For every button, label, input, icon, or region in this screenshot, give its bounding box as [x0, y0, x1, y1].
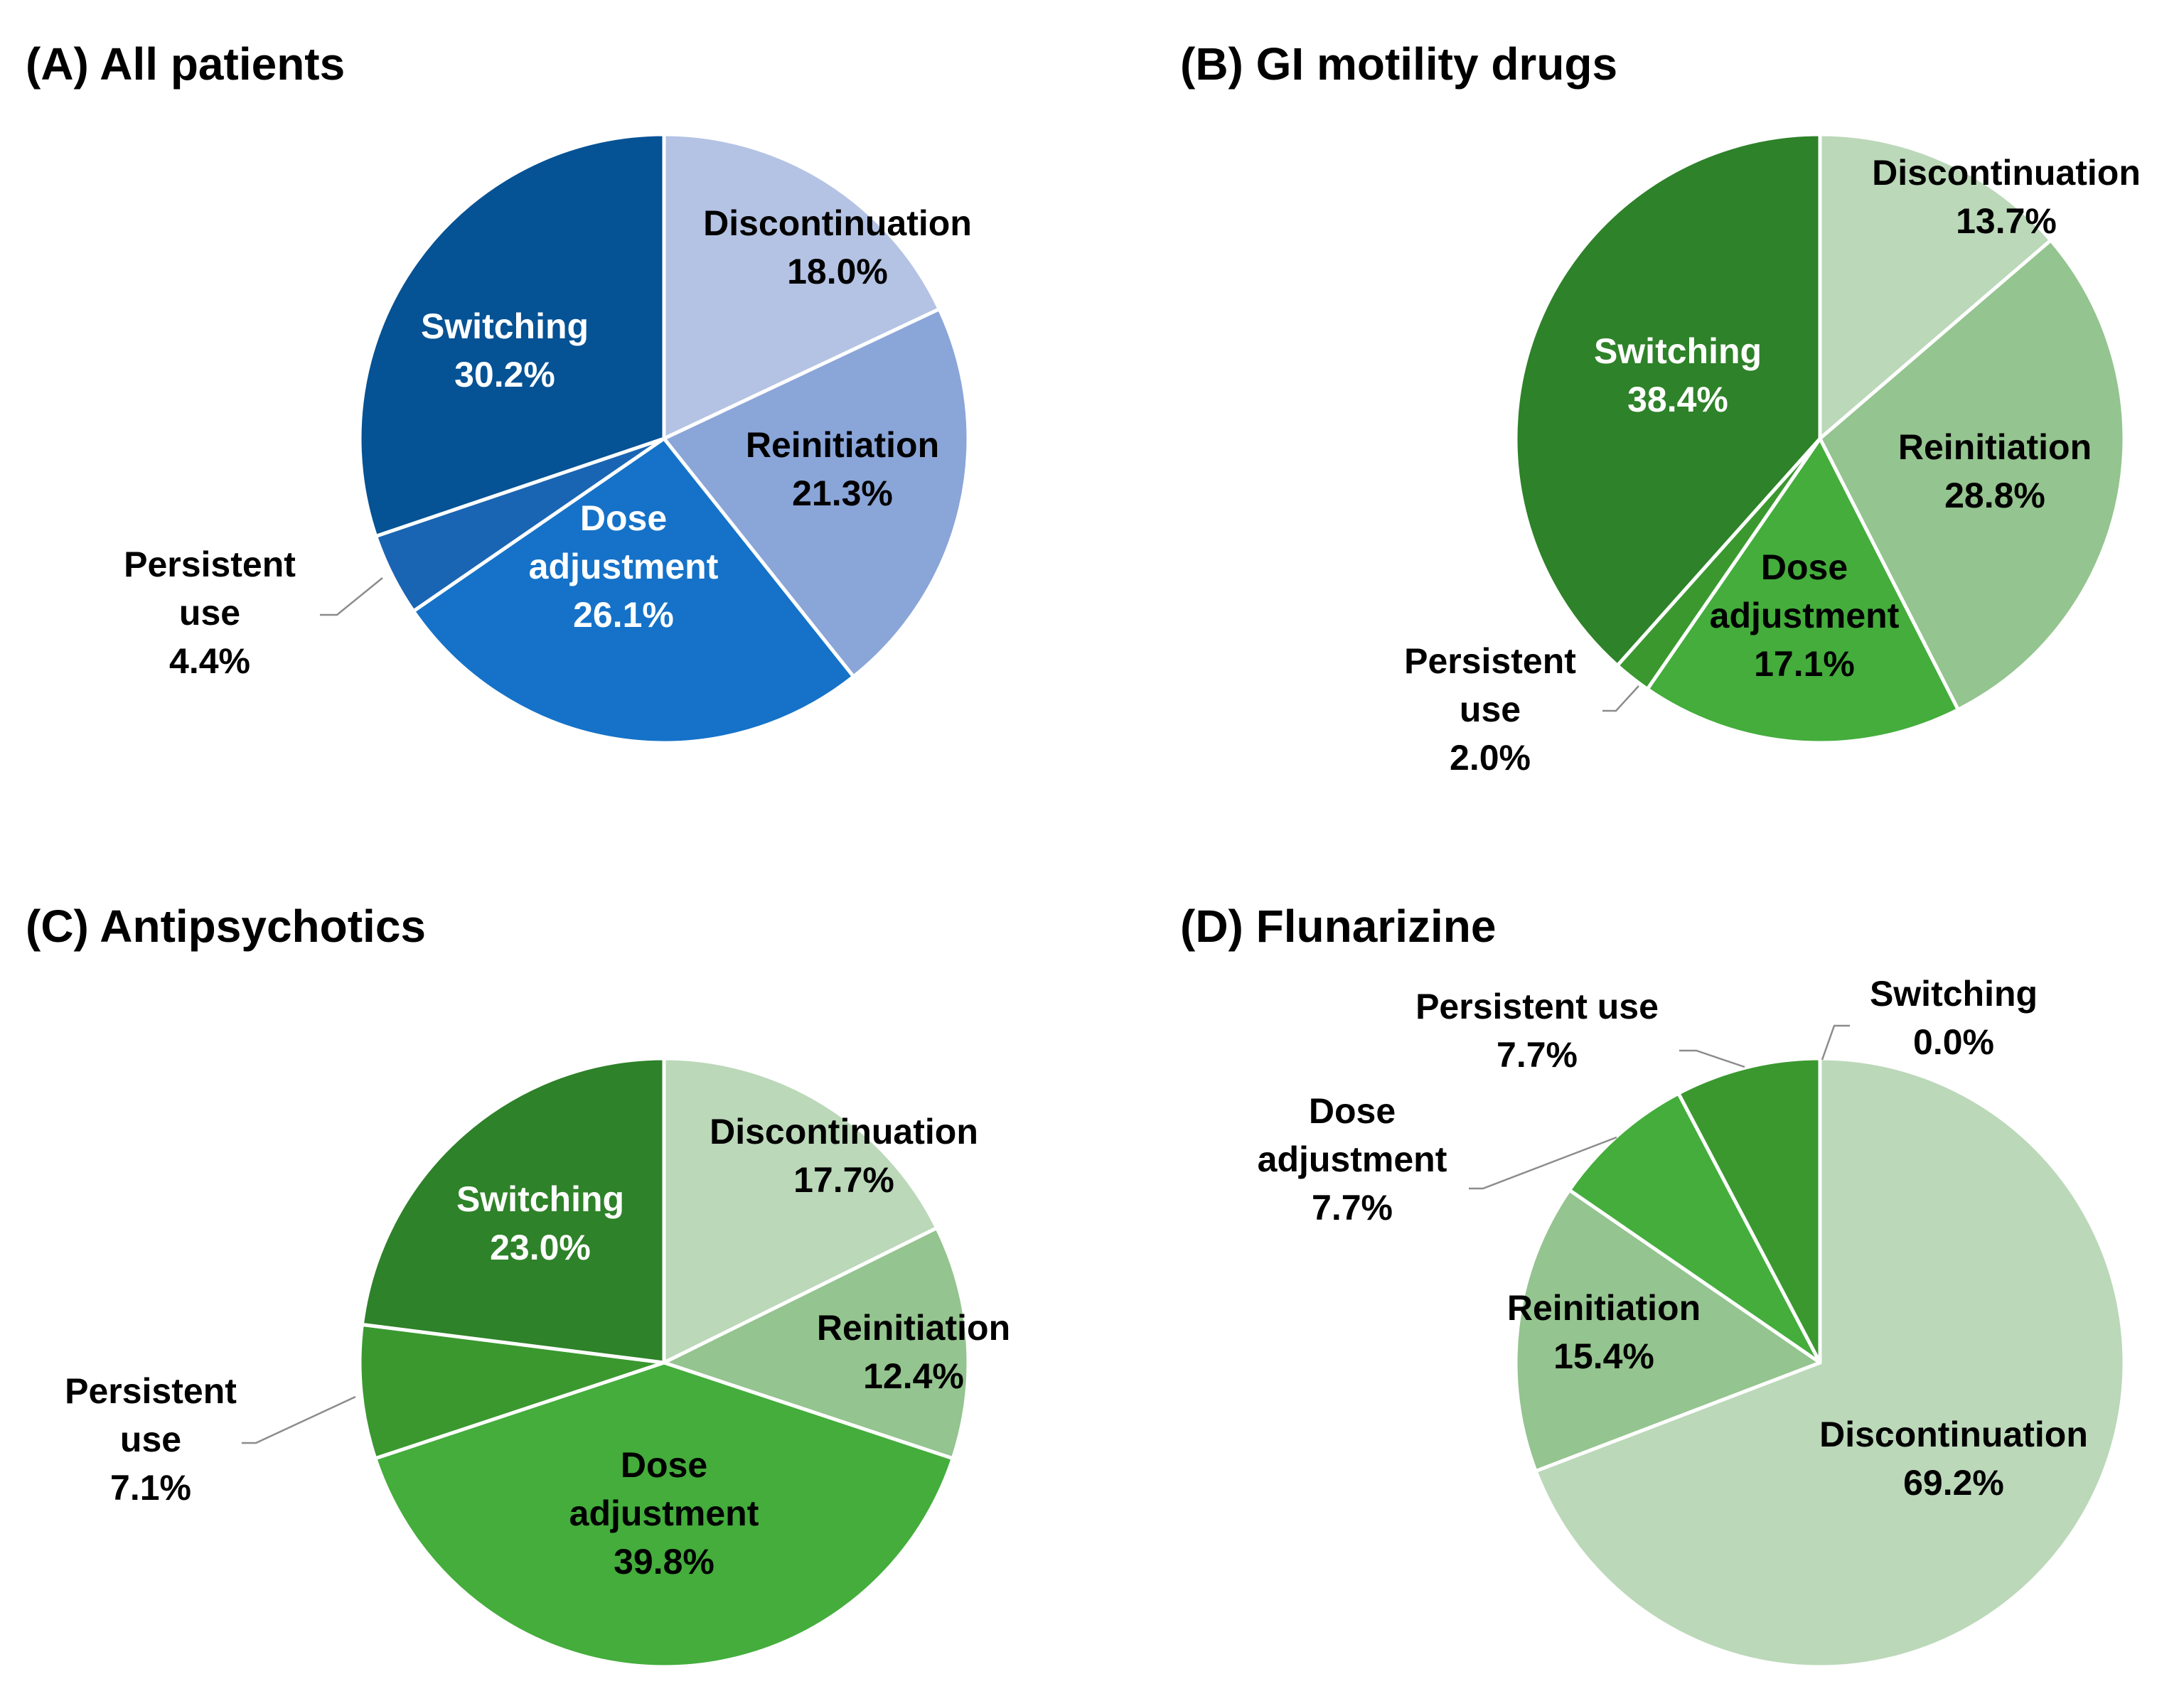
pie-panel-b: (B) GI motility drugs Discontinuation 13.7…	[1180, 38, 2141, 778]
slice-label-reinitiation: Reinitiation 21.3%	[746, 425, 939, 513]
panel-title: (C) Antipsychotics	[26, 901, 426, 952]
pie-slice-discontinuation	[662, 1056, 939, 1365]
pie-slice-dose-adjustment	[1568, 1091, 1822, 1365]
pie-slice-dose-adjustment	[1645, 436, 1960, 745]
pie-slice-reinitiation	[662, 307, 970, 679]
pie-slice-discontinuation	[662, 132, 941, 441]
pie-slice-discontinuation	[1533, 1056, 2126, 1669]
slice-label-discontinuation: Discontinuation 13.7%	[1872, 153, 2141, 241]
pie-slices	[358, 1056, 970, 1669]
slice-label-dose-adjustment: Dose adjustment 17.1%	[1710, 547, 1900, 684]
slice-label-discontinuation: Discontinuation 69.2%	[1819, 1415, 2088, 1503]
slice-label-persistent-use: Persistent use 2.0%	[1404, 641, 1576, 778]
slice-label-dose-adjustment: Dose adjustment 7.7%	[1258, 1091, 1447, 1228]
leader-line-switching	[1821, 1024, 1850, 1061]
leader-line-persistent-use	[242, 1395, 356, 1444]
pie-slice-switching	[360, 1056, 666, 1365]
panel-title: (D) Flunarizine	[1180, 901, 1496, 952]
slice-label-discontinuation: Discontinuation 18.0%	[703, 203, 972, 291]
slice-label-persistent-use: Persistent use 7.7%	[1415, 987, 1659, 1075]
slice-label-dose-adjustment: Dose adjustment 39.8%	[569, 1445, 759, 1582]
leader-line-persistent-use	[320, 577, 383, 616]
pie-slice-persistent-use	[358, 1322, 666, 1461]
pie-slices	[1514, 1056, 2126, 1669]
panel-title: (B) GI motility drugs	[1180, 38, 1617, 90]
leader-line-persistent-use	[1602, 685, 1639, 712]
slice-label-reinitiation: Reinitiation 12.4%	[817, 1308, 1010, 1396]
slice-label-switching: Switching 0.0%	[1870, 974, 2038, 1062]
pie-panel-a: (A) All patients Discontinuation 18.0% Rein…	[26, 38, 972, 745]
slice-label-dose-adjustment: Dose adjustment 26.1%	[529, 498, 719, 635]
pie-slices	[1514, 132, 2126, 745]
slice-label-switching: Switching 30.2%	[421, 306, 589, 395]
panel-title: (A) All patients	[26, 38, 345, 90]
pie-slice-switching	[1514, 132, 1822, 667]
slice-label-switching: Switching 38.4%	[1594, 331, 1762, 419]
pie-slice-reinitiation	[1514, 1188, 1822, 1474]
slice-label-reinitiation: Reinitiation 15.4%	[1507, 1288, 1701, 1376]
leader-line-persistent-use	[1679, 1049, 1745, 1068]
slice-label-discontinuation: Discontinuation 17.7%	[710, 1112, 978, 1200]
pie-slice-dose-adjustment	[373, 1361, 955, 1669]
slice-label-persistent-use: Persistent use 4.4%	[124, 544, 296, 681]
leader-line-dose-adjustment	[1469, 1136, 1617, 1190]
pie-slice-switching	[358, 132, 666, 538]
pie-slice-persistent-use	[1676, 1056, 1822, 1365]
slice-label-persistent-use: Persistent use 7.1%	[65, 1371, 237, 1508]
slice-label-reinitiation: Reinitiation 28.8%	[1898, 427, 2092, 515]
pie-slice-reinitiation	[662, 1226, 970, 1461]
pie-slice-dose-adjustment	[412, 436, 856, 745]
pie-slice-discontinuation	[1818, 132, 2053, 441]
pie-panel-c: (C) Antipsychotics Discontinuation 17.7% Re…	[26, 901, 1010, 1669]
pie-panel-d: (D) Flunarizine Discontinuation 69.2% Reini…	[1180, 901, 2126, 1669]
slice-label-switching: Switching 23.0%	[456, 1179, 624, 1267]
pie-slice-reinitiation	[1818, 238, 2126, 712]
pie-slices	[358, 132, 970, 745]
